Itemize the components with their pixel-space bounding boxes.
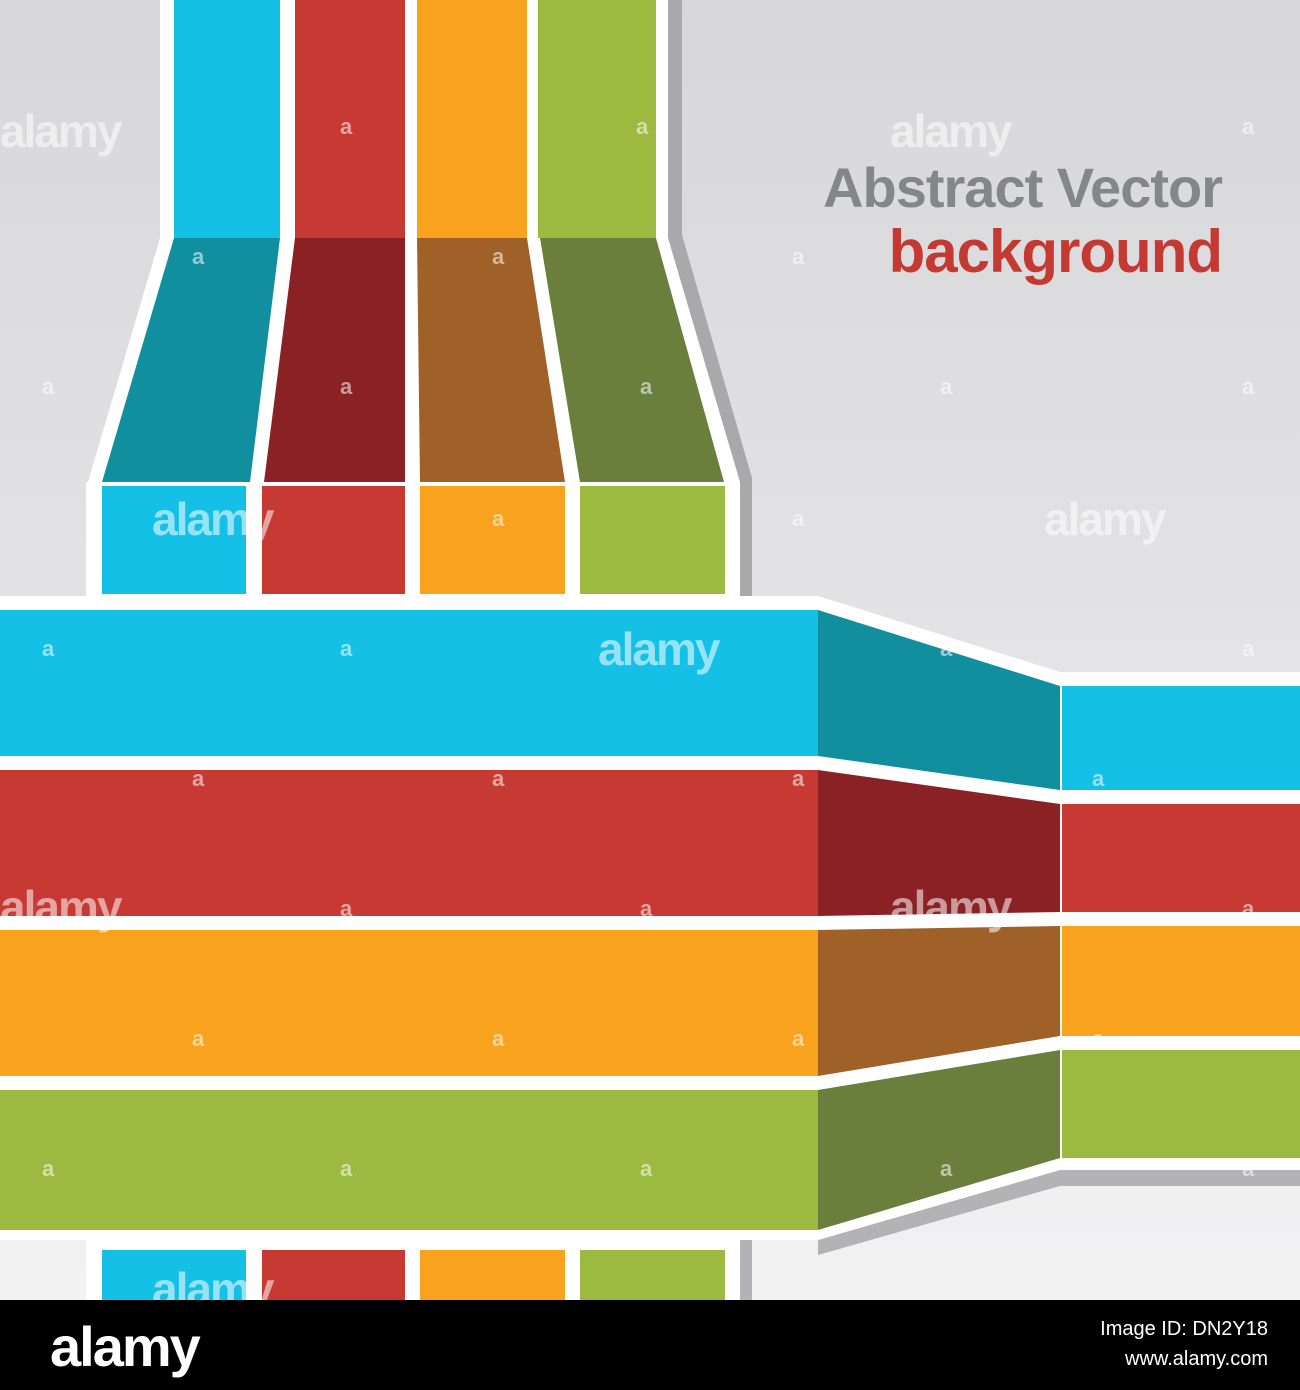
watermark-letter: a <box>792 766 805 791</box>
title-line-1: Abstract Vector <box>823 156 1223 219</box>
watermark-letter: a <box>792 1026 805 1051</box>
horizontal-stripe-blue-angle <box>818 610 1060 790</box>
watermark-letter: a <box>940 374 953 399</box>
horizontal-stripe-orange-angle <box>818 926 1060 1076</box>
vertical-stripe-orange-slant <box>417 238 565 482</box>
footer-url: www.alamy.com <box>1125 1348 1268 1370</box>
horizontal-stripe-blue-right <box>1062 686 1300 790</box>
watermark: alamy <box>598 623 720 675</box>
watermark: alamy <box>890 105 1012 157</box>
vertical-stripe-red-top <box>295 0 405 238</box>
watermark: alamy <box>1044 493 1166 545</box>
watermark-letter: a <box>792 244 805 269</box>
vertical-stripe-blue-low <box>102 486 246 594</box>
horizontal-stripe-orange-right <box>1062 926 1300 1036</box>
horizontal-stripe-orange <box>0 930 818 1076</box>
vertical-stripe-green-top <box>538 0 656 238</box>
watermark-letter: a <box>340 636 353 661</box>
vertical-stripe-red-bottom <box>262 1250 405 1300</box>
watermark-letter: a <box>492 766 505 791</box>
watermark-letter: a <box>42 1156 55 1181</box>
vertical-stripe-blue-slant <box>102 238 280 482</box>
watermark-letter: a <box>340 374 353 399</box>
watermark-letter: a <box>1242 896 1255 921</box>
watermark-letter: a <box>640 896 653 921</box>
watermark-letter: a <box>192 244 205 269</box>
vertical-stripe-orange-top <box>417 0 527 238</box>
horizontal-stripe-red-angle <box>818 770 1060 916</box>
vertical-stripe-blue-bottom <box>102 1250 246 1300</box>
watermark-letter: a <box>492 1026 505 1051</box>
watermark-letter: a <box>1092 1026 1105 1051</box>
watermark-letter: a <box>640 374 653 399</box>
watermark: alamy <box>152 493 274 545</box>
watermark-letter: a <box>636 114 649 139</box>
watermark-letter: a <box>42 374 55 399</box>
watermark-letter: a <box>340 896 353 921</box>
watermark-letter: a <box>1242 636 1255 661</box>
horizontal-stripe-green <box>0 1090 818 1230</box>
title-block: Abstract Vector background <box>823 156 1223 285</box>
vertical-stripe-green-bottom <box>580 1250 725 1300</box>
horizontal-stripe-green-right <box>1062 1050 1300 1158</box>
horizontal-stripe-red-right <box>1062 804 1300 912</box>
vertical-stripe-blue-top <box>174 0 280 238</box>
abstract-stripes-artwork <box>0 0 1300 1300</box>
bottom-shadow <box>740 1240 752 1300</box>
vertical-stripe-red-low <box>262 486 405 594</box>
watermark-letter: a <box>192 766 205 791</box>
vertical-stripe-green-low <box>580 486 725 594</box>
watermark: alamy <box>0 105 122 157</box>
horizontal-shadow <box>818 1170 1300 1255</box>
vertical-shadow <box>665 0 752 598</box>
horizontal-stripe-green-angle <box>818 1050 1060 1230</box>
watermark-letter: a <box>1242 114 1255 139</box>
title-line-2: background <box>888 218 1223 285</box>
watermark-letter: a <box>1092 766 1105 791</box>
vertical-stripe-orange-bottom <box>420 1250 565 1300</box>
watermark-letter: a <box>492 506 505 531</box>
watermark: alamy <box>0 881 122 933</box>
watermark-letter: a <box>340 114 353 139</box>
vertical-stripe-red-slant <box>264 238 405 482</box>
watermark: alamy <box>890 881 1012 933</box>
vertical-stripe-orange-low <box>420 486 565 594</box>
watermark-letter: a <box>792 506 805 531</box>
watermark-letter: a <box>340 1156 353 1181</box>
horizontal-stripe-red <box>0 770 818 916</box>
watermark-letter: a <box>42 636 55 661</box>
watermark-letter: a <box>940 636 953 661</box>
watermark-letter: a <box>1242 374 1255 399</box>
watermark-letter: a <box>1242 1156 1255 1181</box>
footer-logo: alamy <box>50 1315 201 1378</box>
watermark-letter: a <box>940 1156 953 1181</box>
stock-footer-bar: alamy Image ID: DN2Y18 www.alamy.com <box>0 1300 1300 1390</box>
watermark-letter: a <box>640 1156 653 1181</box>
watermark-letter: a <box>492 244 505 269</box>
vertical-stripe-green-slant <box>540 238 724 482</box>
watermark-letter: a <box>192 1026 205 1051</box>
footer-image-id: Image ID: DN2Y18 <box>1100 1318 1268 1340</box>
horizontal-stripe-blue <box>0 610 818 756</box>
